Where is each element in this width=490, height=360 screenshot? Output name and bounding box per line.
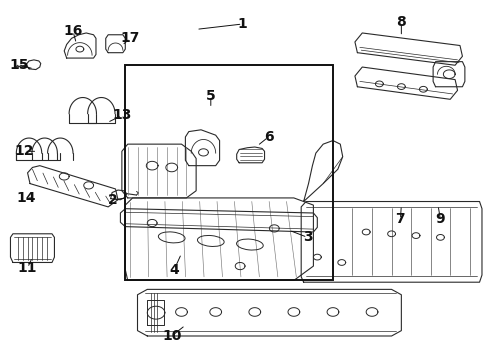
Bar bbox=[125, 65, 333, 280]
Text: 5: 5 bbox=[206, 89, 216, 103]
Text: 3: 3 bbox=[303, 230, 312, 244]
Text: 17: 17 bbox=[121, 31, 140, 45]
Text: 6: 6 bbox=[264, 130, 273, 144]
Text: 12: 12 bbox=[14, 144, 34, 158]
Text: 16: 16 bbox=[63, 24, 83, 38]
Text: 2: 2 bbox=[108, 193, 118, 207]
Text: 14: 14 bbox=[16, 191, 36, 205]
Text: 9: 9 bbox=[436, 212, 445, 226]
Text: 8: 8 bbox=[396, 15, 406, 29]
Text: 13: 13 bbox=[112, 108, 131, 122]
Text: 4: 4 bbox=[169, 263, 179, 276]
Text: 7: 7 bbox=[395, 212, 405, 226]
Text: 15: 15 bbox=[9, 58, 29, 72]
Text: 1: 1 bbox=[238, 17, 247, 31]
Text: 11: 11 bbox=[18, 261, 37, 275]
Text: 10: 10 bbox=[162, 329, 181, 343]
